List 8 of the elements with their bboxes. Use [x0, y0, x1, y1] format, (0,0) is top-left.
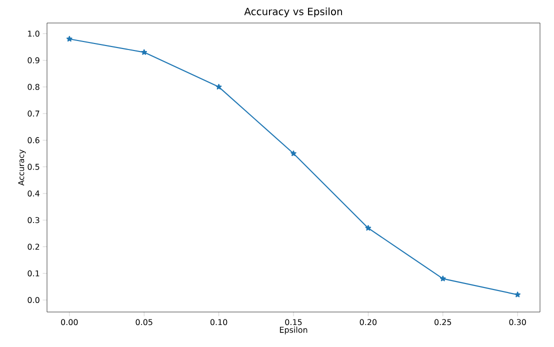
point: [514, 292, 521, 298]
point: [216, 84, 222, 90]
point: [66, 36, 72, 42]
point: [290, 150, 296, 156]
point: [440, 276, 446, 282]
chart-title: Accuracy vs Epsilon: [244, 8, 342, 18]
point: [365, 225, 372, 231]
point: [141, 49, 148, 55]
